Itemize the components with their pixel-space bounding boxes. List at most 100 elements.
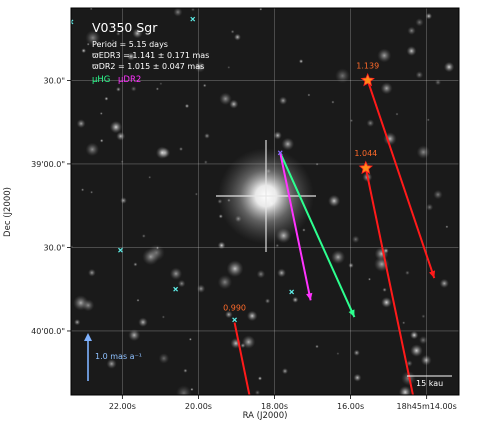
background-star — [366, 119, 375, 127]
background-star — [315, 162, 319, 166]
background-star — [196, 284, 206, 294]
background-star — [229, 99, 239, 109]
background-star — [74, 319, 81, 326]
background-star — [335, 68, 350, 84]
background-star — [120, 160, 124, 164]
x-tick-label: 18h45m14.00s — [397, 402, 457, 411]
background-star — [225, 310, 233, 319]
background-star — [259, 8, 263, 11]
x-axis: 22.00s 20.00s 18.00s 16.00s 18h45m14.00s — [109, 395, 457, 411]
background-star — [183, 368, 188, 373]
background-star — [230, 29, 235, 34]
background-star — [128, 329, 141, 342]
distance-scale-label: 15 kau — [416, 379, 443, 388]
grid — [71, 8, 459, 395]
background-star — [277, 268, 287, 278]
background-star — [158, 353, 170, 364]
background-star — [281, 137, 295, 151]
background-star — [382, 287, 387, 292]
background-star — [381, 297, 392, 308]
background-star — [406, 46, 417, 56]
x-axis-label: RA (J2000) — [243, 411, 288, 421]
legend-mu-dr2: μDR2 — [118, 75, 141, 85]
background-star — [380, 82, 393, 95]
period-text: Period = 5.15 days — [92, 40, 168, 49]
background-star — [410, 344, 423, 357]
background-star — [176, 385, 192, 395]
background-star — [425, 12, 433, 20]
background-star — [315, 344, 319, 349]
background-star — [116, 31, 121, 36]
background-star — [426, 203, 434, 211]
background-star — [90, 190, 94, 194]
background-star — [281, 368, 289, 375]
background-star — [217, 274, 233, 290]
background-star — [407, 26, 416, 35]
background-star — [179, 147, 183, 151]
background-star — [116, 131, 126, 141]
background-star — [155, 87, 159, 91]
background-star — [111, 39, 115, 43]
background-star — [106, 358, 117, 369]
y-tick-label: 40'00.0" — [31, 327, 65, 336]
companion-parallax-label-3: 0.990 — [223, 304, 246, 313]
background-star — [415, 71, 424, 79]
field-star-marker — [173, 286, 179, 292]
companion-pm-arrow-2 — [364, 167, 414, 395]
y-tick-label: -20°38'00.0" — [14, 0, 65, 2]
background-star — [278, 96, 288, 105]
background-star — [219, 92, 232, 106]
background-star — [159, 82, 163, 86]
background-star — [240, 342, 246, 349]
field-star-marker — [289, 289, 295, 295]
background-star — [71, 245, 74, 249]
field-star-marker — [118, 247, 123, 253]
background-star — [353, 349, 360, 356]
background-star — [406, 360, 413, 367]
background-star — [415, 18, 424, 27]
background-star — [190, 387, 194, 391]
background-star — [348, 262, 354, 269]
background-star — [257, 376, 263, 381]
background-star — [99, 138, 104, 143]
background-star — [138, 317, 148, 328]
y-tick-label: 30.0" — [44, 243, 66, 252]
field-star-marker — [190, 16, 196, 22]
background-star — [419, 335, 428, 345]
background-star — [126, 52, 136, 61]
background-star — [88, 268, 96, 277]
background-star — [433, 189, 443, 200]
background-star — [351, 235, 360, 244]
background-star — [353, 373, 362, 382]
background-star — [188, 337, 192, 341]
background-star — [81, 188, 85, 192]
legend-mu-hg: μHG — [92, 75, 110, 85]
distance-scale-bar: 15 kau — [407, 375, 452, 388]
background-star — [120, 197, 127, 204]
background-star — [395, 112, 399, 116]
background-star — [336, 352, 340, 356]
background-star — [116, 86, 121, 92]
background-star — [202, 83, 207, 88]
plot-frame — [70, 7, 460, 396]
background-star — [169, 267, 183, 280]
background-star — [331, 250, 346, 265]
background-star — [85, 142, 100, 157]
x-tick-label: 20.00s — [185, 402, 212, 411]
background-star — [410, 330, 419, 340]
companion-pm-arrow-1 — [366, 80, 436, 279]
background-star — [443, 61, 455, 73]
background-star — [405, 270, 410, 276]
background-star — [246, 310, 258, 322]
background-star — [203, 160, 208, 165]
background-star — [226, 260, 244, 278]
background-star — [109, 120, 123, 134]
background-star — [234, 33, 241, 41]
background-star — [85, 30, 101, 46]
companion-parallax-label-1: 1.139 — [356, 61, 379, 70]
field-star-marker — [232, 317, 237, 323]
mu-dr2-arrow — [279, 152, 313, 301]
background-star — [307, 93, 311, 97]
companion-parallax-label-2: 1.044 — [354, 149, 377, 158]
